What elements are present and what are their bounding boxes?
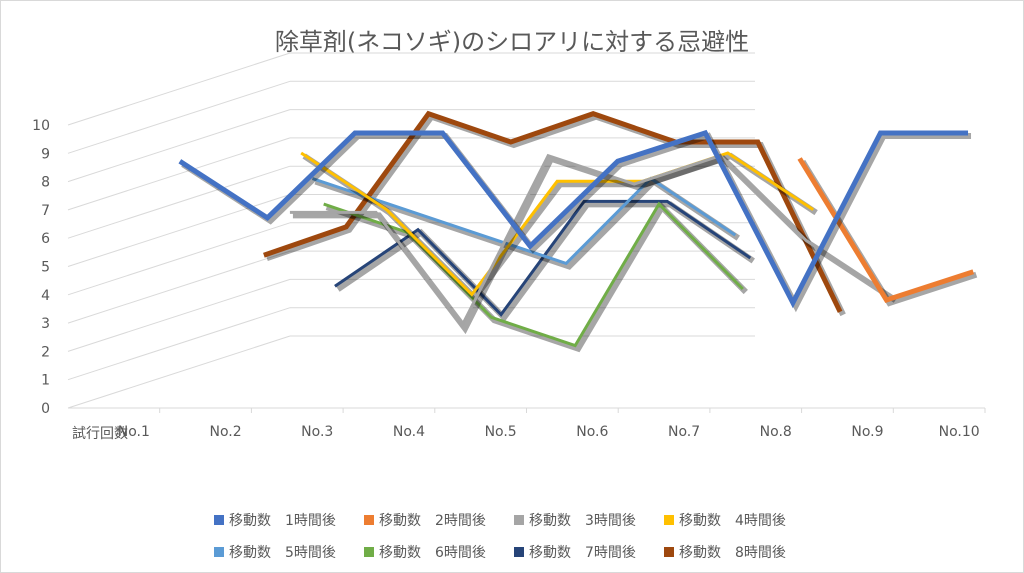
y-tick-label: 4 bbox=[41, 288, 50, 304]
series-line bbox=[797, 157, 978, 307]
gridline-depth bbox=[67, 109, 291, 183]
series-shadow bbox=[181, 132, 972, 313]
x-tick-label: No.10 bbox=[939, 424, 980, 440]
legend-swatch bbox=[664, 547, 674, 557]
legend-entry: 移動数 5時間後 bbox=[214, 542, 364, 562]
legend-label: 移動数 6時間後 bbox=[379, 545, 486, 561]
series-path bbox=[300, 151, 814, 297]
depth-gridlines bbox=[67, 52, 291, 409]
series-path bbox=[797, 157, 975, 303]
y-tick-label: 9 bbox=[41, 146, 50, 162]
y-tick-label: 1 bbox=[41, 373, 50, 389]
y-tick-label: 5 bbox=[41, 260, 50, 276]
legend-row: 移動数 1時間後 移動数 2時間後 移動数 3時間後 移動数 4時間後 bbox=[214, 504, 834, 536]
back-wall-gridlines bbox=[290, 52, 755, 337]
series-path bbox=[263, 110, 843, 313]
legend-entry: 移動数 6時間後 bbox=[364, 542, 514, 562]
x-tick-label: No.6 bbox=[576, 424, 608, 440]
legend-swatch bbox=[514, 515, 524, 525]
legend-label: 移動数 8時間後 bbox=[679, 545, 786, 561]
legend-entry: 移動数 3時間後 bbox=[514, 510, 664, 530]
y-tick-labels: 0 1 2 3 4 5 6 7 8 9 10 bbox=[32, 118, 50, 417]
x-tick-label: No.2 bbox=[209, 424, 241, 440]
gridline-depth bbox=[67, 52, 291, 126]
x-tick-label: No.5 bbox=[485, 424, 517, 440]
gridline-depth bbox=[67, 222, 291, 296]
series-path bbox=[178, 129, 969, 309]
legend-label: 移動数 1時間後 bbox=[229, 513, 336, 529]
y-tick-label: 7 bbox=[41, 203, 50, 219]
series-path bbox=[311, 176, 737, 266]
series-line bbox=[289, 153, 898, 335]
legend-swatch bbox=[364, 547, 374, 557]
x-tick-label: No.9 bbox=[851, 424, 883, 440]
series-line bbox=[311, 176, 740, 270]
legend-swatch bbox=[214, 547, 224, 557]
legend-entry: 移動数 2時間後 bbox=[364, 510, 514, 530]
legend-label: 移動数 2時間後 bbox=[379, 513, 486, 529]
gridline-depth bbox=[67, 250, 291, 324]
legend-entry: 移動数 4時間後 bbox=[664, 510, 814, 530]
gridline-depth bbox=[67, 278, 291, 352]
series-layer bbox=[178, 110, 978, 353]
legend-label: 移動数 7時間後 bbox=[529, 545, 636, 561]
legend-label: 移動数 4時間後 bbox=[679, 513, 786, 529]
y-tick-label: 0 bbox=[41, 401, 50, 417]
x-tick-label: No.8 bbox=[760, 424, 792, 440]
series-line bbox=[334, 199, 755, 323]
series-line bbox=[300, 151, 818, 303]
gridline-depth bbox=[67, 80, 291, 154]
legend-entry: 移動数 7時間後 bbox=[514, 542, 664, 562]
legend-swatch bbox=[514, 547, 524, 557]
series-line bbox=[323, 201, 748, 353]
x-tick-label: No.4 bbox=[393, 424, 425, 440]
legend-entry: 移動数 8時間後 bbox=[664, 542, 814, 562]
x-tick-label: No.3 bbox=[301, 424, 333, 440]
gridline-depth bbox=[67, 137, 291, 211]
x-axis-title: 試行回数 bbox=[72, 426, 128, 442]
series-path bbox=[289, 153, 894, 329]
series-line bbox=[178, 129, 972, 313]
legend-entry: 移動数 1時間後 bbox=[214, 510, 364, 530]
series-path bbox=[334, 199, 752, 317]
legend-swatch bbox=[664, 515, 674, 525]
y-tick-label: 6 bbox=[41, 231, 50, 247]
chart-title: 除草剤(ネコソギ)のシロアリに対する忌避性 bbox=[274, 28, 750, 56]
x-tick-label: No.7 bbox=[668, 424, 700, 440]
y-tick-label: 2 bbox=[41, 344, 50, 360]
legend-swatch bbox=[364, 515, 374, 525]
legend-swatch bbox=[214, 515, 224, 525]
x-tick-label: No.1 bbox=[118, 424, 150, 440]
gridline-depth bbox=[67, 165, 291, 239]
legend-row: 移動数 5時間後 移動数 6時間後 移動数 7時間後 移動数 8時間後 bbox=[214, 536, 834, 568]
gridline-depth bbox=[67, 335, 291, 409]
legend-label: 移動数 3時間後 bbox=[529, 513, 636, 529]
series-path bbox=[323, 201, 744, 348]
y-tick-label: 8 bbox=[41, 175, 50, 191]
legend: 移動数 1時間後 移動数 2時間後 移動数 3時間後 移動数 4時間後 移動数 5時間… bbox=[214, 504, 834, 568]
x-tick-labels: No.1 No.2 No.3 No.4 No.5 No.6 No.7 No.8 No.9 No.1… bbox=[118, 408, 986, 440]
gridline-depth bbox=[67, 307, 291, 381]
legend-label: 移動数 5時間後 bbox=[229, 545, 336, 561]
y-tick-label: 10 bbox=[32, 118, 50, 134]
gridline-depth bbox=[67, 194, 291, 267]
y-tick-label: 3 bbox=[41, 316, 50, 332]
